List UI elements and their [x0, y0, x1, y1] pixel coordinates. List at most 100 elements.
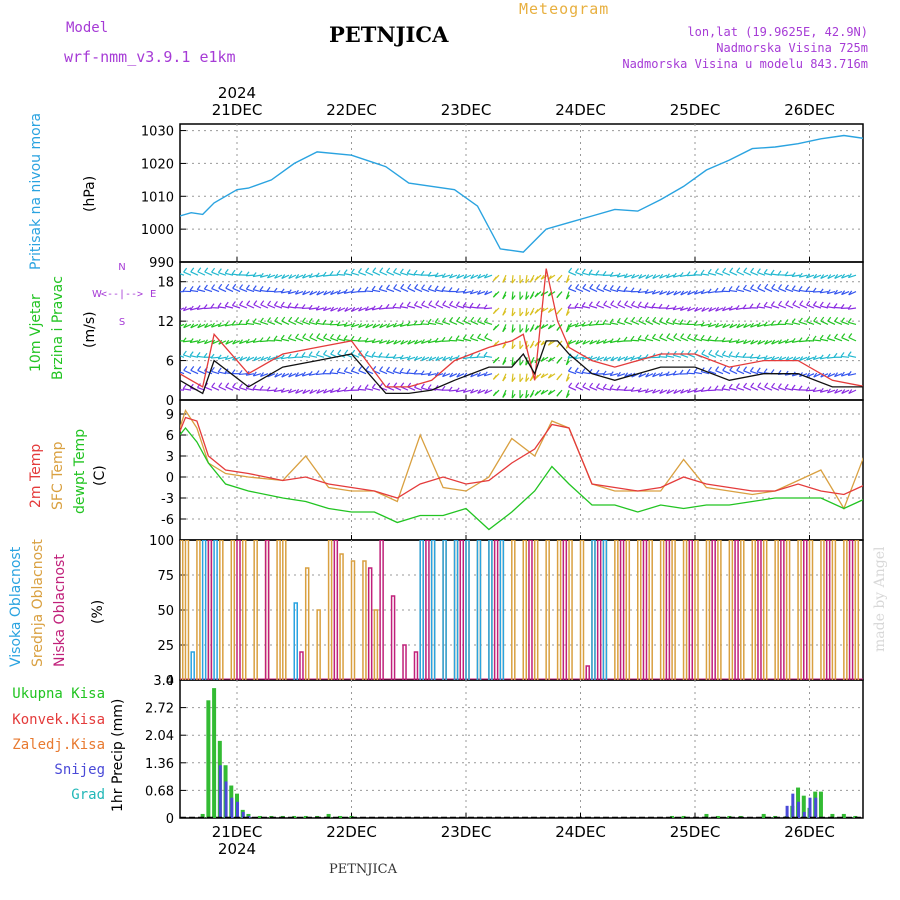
- wind-barb: [295, 274, 304, 279]
- wind-barb-flag: [827, 316, 832, 322]
- wind-barb-flag: [672, 305, 677, 311]
- wind-barb-flag: [813, 273, 818, 279]
- wind-barb: [617, 289, 626, 293]
- wind-barb-flag: [252, 318, 257, 323]
- wind-barb-flag: [476, 303, 481, 309]
- wind-barb: [323, 337, 332, 342]
- ytick-label-wind-1: 6: [166, 355, 174, 370]
- wind-barb: [764, 287, 773, 293]
- wind-barb-flag: [492, 375, 497, 380]
- wind-barb: [603, 387, 612, 391]
- wind-barb: [799, 274, 808, 278]
- wind-barb: [589, 273, 598, 276]
- wind-barb: [414, 304, 423, 309]
- wind-barb-flag: [581, 302, 586, 307]
- wind-barb-flag: [575, 284, 580, 289]
- wind-barb-flag: [729, 267, 734, 273]
- wind-barb-flag: [805, 386, 810, 392]
- wind-barb-flag: [502, 310, 507, 316]
- wind-barb-flag: [204, 339, 209, 345]
- wind-barb: [442, 356, 451, 361]
- bottom-date-label-5: 26DEC: [784, 823, 835, 841]
- wind-barb: [344, 290, 353, 294]
- panel-frame-pressure: [179, 123, 864, 263]
- wind-barb: [575, 386, 584, 391]
- wind-barb-flag: [841, 389, 846, 394]
- wind-barb: [470, 290, 479, 295]
- wind-barb: [631, 304, 640, 309]
- wind-barb-flag: [602, 370, 607, 376]
- ytick-label-clouds-4: 100: [149, 534, 174, 549]
- wind-barb: [400, 340, 409, 345]
- wind-barb-flag: [492, 358, 497, 364]
- wind-barb-flag: [637, 387, 642, 393]
- wind-barb: [274, 320, 283, 325]
- cloud-mid-bar: [808, 540, 814, 680]
- wind-barb-flag: [616, 272, 621, 278]
- wind-barb-flag: [707, 322, 712, 328]
- wind-barb-flag: [806, 372, 811, 378]
- wind-barb: [764, 272, 773, 276]
- wind-barb-flag: [756, 367, 761, 373]
- wind-barb-flag: [204, 267, 209, 273]
- top-date-label-2: 23DEC: [441, 101, 492, 119]
- wind-barb-flag: [556, 276, 561, 282]
- wind-barb-flag: [556, 309, 561, 315]
- wind-barb-flag: [365, 323, 370, 329]
- wind-barb-flag: [182, 350, 187, 356]
- wind-barb-flag: [847, 273, 852, 278]
- wind-barb-flag: [806, 317, 811, 322]
- wind-barb-flag: [568, 382, 573, 388]
- wind-barb-flag: [295, 388, 300, 394]
- wind-barb: [196, 355, 206, 358]
- cloud-mid-bar: [659, 540, 665, 680]
- wind-barb: [841, 321, 850, 325]
- wind-barb-flag: [799, 300, 804, 306]
- wind-barb: [281, 373, 290, 378]
- wind-barb: [756, 306, 766, 309]
- cloud-mid-bar: [350, 560, 356, 680]
- ytick-label-temperature-3: 3: [166, 450, 174, 465]
- wind-barb-flag: [393, 284, 398, 289]
- wind-barb-flag: [519, 311, 524, 317]
- cloud-high-bar: [453, 540, 459, 680]
- wind-barb: [673, 291, 682, 296]
- wind-barb: [456, 274, 465, 279]
- wind-barb: [638, 373, 647, 378]
- cloud-high-bar: [488, 540, 493, 680]
- wind-barb-flag: [365, 267, 370, 273]
- wind-barb-flag: [848, 290, 853, 296]
- wind-barb: [455, 290, 465, 293]
- wind-barb-flag: [567, 366, 572, 372]
- wind-barb-flag: [449, 372, 454, 378]
- wind-barb: [183, 271, 192, 276]
- cloud-high-bar: [476, 540, 482, 680]
- wind-barb: [728, 289, 738, 293]
- bottom-date-label-3: 24DEC: [555, 823, 606, 841]
- wind-barb-flag: [323, 290, 328, 296]
- wind-barb-flag: [301, 352, 306, 357]
- wind-barb-flag: [357, 385, 362, 390]
- wind-barb: [253, 373, 262, 377]
- cloud-mid-bar: [878, 554, 881, 680]
- wind-barb: [582, 386, 591, 391]
- wind-barb: [617, 274, 626, 278]
- wind-barb-flag: [406, 321, 411, 326]
- wind-barb: [610, 356, 619, 362]
- wind-barb-flag: [392, 303, 397, 308]
- wind-barb: [190, 369, 199, 375]
- cloud-mid-bar: [339, 553, 344, 680]
- wind-barb-flag: [547, 340, 552, 346]
- wind-barb: [180, 273, 185, 276]
- cloud-high-bar: [419, 540, 424, 680]
- wind-barb-flag: [519, 377, 524, 383]
- wind-barb: [232, 356, 241, 361]
- precip-snow-bar: [241, 811, 245, 818]
- wind-barb: [210, 356, 220, 359]
- wind-barb-flag: [519, 278, 524, 284]
- wind-barb: [260, 304, 269, 309]
- cloud-mid-bar: [694, 540, 699, 680]
- wind-barb-flag: [813, 316, 818, 322]
- wind-barb-flag: [511, 311, 516, 317]
- wind-barb-flag: [180, 323, 181, 324]
